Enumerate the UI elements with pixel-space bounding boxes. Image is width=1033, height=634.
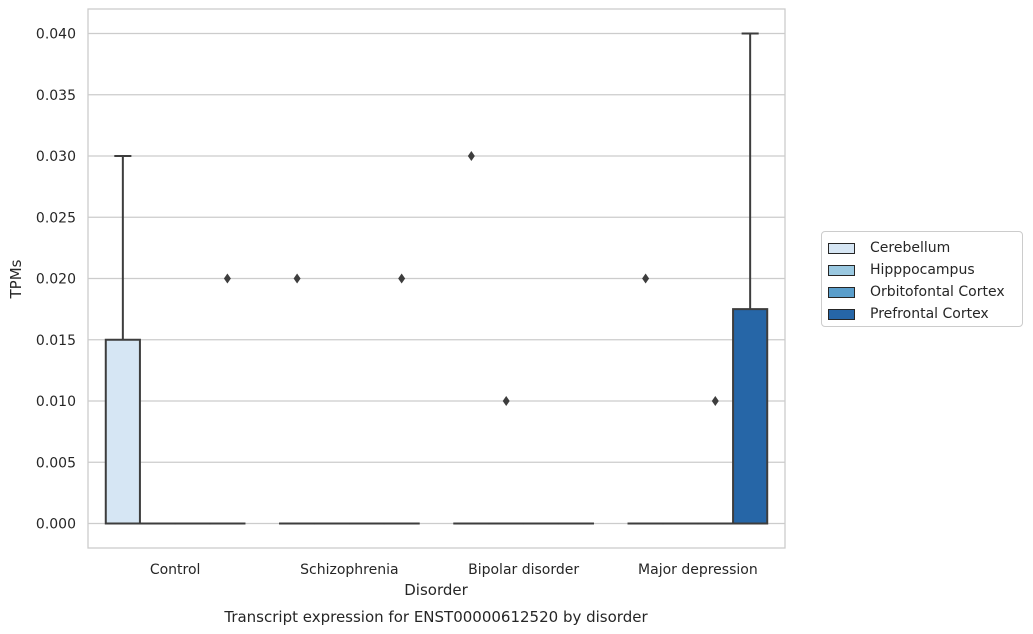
box-group <box>697 396 734 525</box>
y-tick-label: 0.000 <box>36 517 76 533</box>
x-tick-label: Schizophrenia <box>300 562 398 578</box>
legend-label: Prefrontal Cortex <box>870 306 989 322</box>
box-group <box>453 151 490 525</box>
legend-swatch <box>828 308 855 320</box>
legend-label: Cerebellum <box>870 240 951 256</box>
box-group <box>279 273 316 525</box>
y-tick-label: 0.005 <box>36 455 76 471</box>
outlier-point <box>502 396 510 406</box>
box-plot-marks <box>104 32 769 525</box>
x-tick-label: Control <box>150 562 201 578</box>
box-group <box>732 32 769 525</box>
box-group <box>383 273 420 525</box>
box <box>104 338 141 525</box>
y-tick-label: 0.020 <box>36 272 76 288</box>
outlier-point <box>223 273 231 284</box>
legend-swatch <box>828 242 855 254</box>
box-group <box>209 273 246 525</box>
y-axis-label: TPMs <box>7 259 25 299</box>
legend-label: Orbitofontal Cortex <box>870 284 1005 300</box>
legend-item: Cerebellum <box>828 237 1022 259</box>
box-group <box>104 155 141 525</box>
chart-title: Transcript expression for ENST0000061252… <box>223 608 648 626</box>
legend-item: Orbitofontal Cortex <box>828 281 1022 303</box>
legend-swatch <box>828 264 855 276</box>
grid-lines <box>88 32 785 525</box>
outlier-point <box>398 273 406 284</box>
y-tick-label: 0.040 <box>36 27 76 43</box>
outlier-point <box>711 396 719 406</box>
outlier-point <box>467 151 475 161</box>
y-tick-label: 0.010 <box>36 394 76 410</box>
legend-item: Prefrontal Cortex <box>828 303 1022 325</box>
y-tick-label: 0.030 <box>36 149 76 165</box>
outlier-point <box>642 273 650 284</box>
y-tick-label: 0.025 <box>36 210 76 226</box>
y-axis-ticks: 0.000 0.005 0.010 0.015 0.020 0.025 0.030 0.035… <box>36 27 76 533</box>
x-axis-ticks: Control Schizophrenia Bipolar disorder Majo… <box>150 562 758 578</box>
x-tick-label: Bipolar disorder <box>468 562 579 578</box>
y-tick-label: 0.035 <box>36 88 76 104</box>
legend-label: Hipppocampus <box>870 262 975 278</box>
plot-frame <box>87 8 786 549</box>
y-tick-label: 0.015 <box>36 333 76 349</box>
x-axis-label: Disorder <box>404 581 468 599</box>
box <box>732 308 769 525</box>
box-group <box>627 273 664 525</box>
legend-item: Hipppocampus <box>828 259 1022 281</box>
outlier-point <box>293 273 301 284</box>
x-tick-label: Major depression <box>638 562 758 578</box>
legend: Cerebellum Hipppocampus Orbitofontal Corte… <box>821 231 1023 327</box>
legend-swatch <box>828 286 855 298</box>
box-group <box>488 396 525 525</box>
